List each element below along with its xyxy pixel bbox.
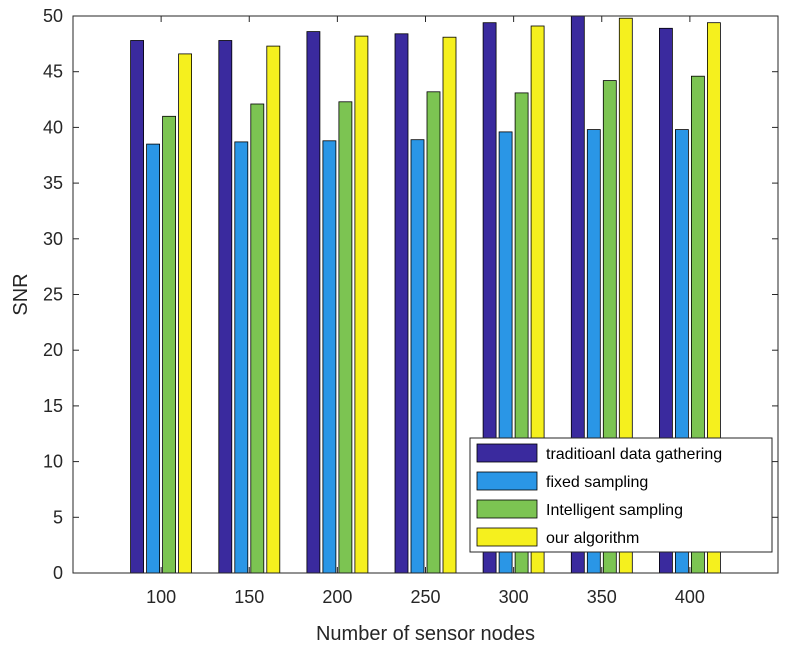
- y-axis-label: SNR: [10, 273, 32, 315]
- bar: [354, 35, 369, 574]
- bar: [162, 115, 177, 574]
- x-tick-label: 150: [234, 587, 264, 607]
- legend: traditioanl data gathering fixed sampling…: [469, 437, 773, 553]
- y-tick-label: 15: [43, 396, 63, 416]
- x-tick-label: 200: [322, 587, 352, 607]
- bar: [130, 40, 145, 574]
- bar: [146, 143, 161, 574]
- bar: [250, 103, 265, 574]
- x-tick-label: 350: [587, 587, 617, 607]
- x-axis-label: Number of sensor nodes: [316, 623, 535, 645]
- legend-swatch: [476, 471, 538, 491]
- y-tick-label: 20: [43, 340, 63, 360]
- ticks-group: 100 150 200 250 300 350 400 0 5 10 15 20 25 30 35 40 45 5…: [43, 6, 778, 607]
- y-tick-label: 35: [43, 173, 63, 193]
- bar: [338, 101, 353, 574]
- legend-swatch: [476, 499, 538, 519]
- legend-label: Intelligent sampling: [546, 502, 683, 519]
- y-tick-label: 5: [53, 507, 63, 527]
- x-tick-label: 400: [675, 587, 705, 607]
- bar: [306, 31, 321, 574]
- bar: [178, 53, 193, 574]
- legend-label: traditioanl data gathering: [546, 446, 722, 463]
- bar: [394, 33, 409, 574]
- bar: [234, 141, 249, 574]
- legend-swatch: [476, 527, 538, 547]
- bar: [426, 91, 441, 574]
- bar: [322, 140, 337, 574]
- y-tick-label: 25: [43, 285, 63, 305]
- legend-swatch: [476, 443, 538, 463]
- bar: [266, 45, 281, 574]
- legend-label: our algorithm: [546, 530, 639, 547]
- y-tick-label: 40: [43, 117, 63, 137]
- x-tick-label: 100: [146, 587, 176, 607]
- x-tick-label: 250: [410, 587, 440, 607]
- y-tick-label: 0: [53, 563, 63, 583]
- bar: [410, 139, 425, 574]
- y-tick-label: 10: [43, 452, 63, 472]
- y-tick-label: 50: [43, 6, 63, 26]
- x-tick-label: 300: [499, 587, 529, 607]
- y-tick-label: 45: [43, 62, 63, 82]
- bar: [218, 40, 233, 574]
- bar: [442, 36, 457, 574]
- legend-label: fixed sampling: [546, 474, 648, 491]
- y-tick-label: 30: [43, 229, 63, 249]
